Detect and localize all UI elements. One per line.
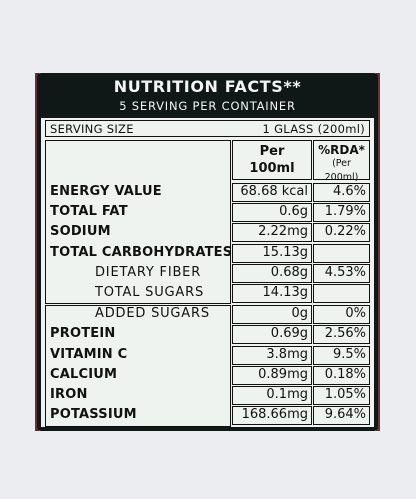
table-row: SODIUM 2.22mg 0.22% (45, 223, 370, 243)
nutrient-name: POTASSIUM (50, 407, 137, 422)
per-100ml-header: Per 100ml (232, 140, 312, 180)
nutrient-value: 14.13g (232, 284, 312, 303)
nutrient-rda: 9.5% (313, 346, 370, 365)
nutrient-name: ENERGY VALUE (50, 184, 162, 199)
nutrient-value: 0g (232, 305, 312, 324)
nutrient-value: 168.66mg (232, 406, 312, 425)
nutrient-value: 68.68 kcal (232, 183, 312, 202)
nutrient-rda: 1.05% (313, 386, 370, 405)
serving-size-label: SERVING SIZE (50, 121, 134, 136)
nutrient-rda: 0% (313, 305, 370, 324)
rda-header-line2: (Per 200ml) (324, 158, 359, 183)
table-row: VITAMIN C 3.8mg 9.5% (45, 346, 370, 366)
table-row: TOTAL FAT 0.6g 1.79% (45, 203, 370, 223)
nutrient-value: 0.68g (232, 264, 312, 283)
nutrient-value: 3.8mg (232, 346, 312, 365)
nutrient-rda: 0.22% (313, 223, 370, 242)
nutrient-value: 15.13g (232, 244, 312, 263)
nutrient-names-box-top (45, 140, 231, 304)
nutrient-rda: 2.56% (313, 325, 370, 344)
nutrition-label: NUTRITION FACTS** 5 SERVING PER CONTAINE… (37, 73, 378, 431)
serving-size-value: 1 GLASS (200ml) (262, 121, 365, 136)
table-row: ADDED SUGARS 0g 0% (45, 305, 370, 325)
table-row: CALCIUM 0.89mg 0.18% (45, 366, 370, 386)
label-title: NUTRITION FACTS** (113, 77, 302, 96)
table-row: TOTAL SUGARS 14.13g (45, 284, 370, 304)
per-header-line2: 100ml (249, 161, 295, 176)
nutrient-name: IRON (50, 387, 88, 402)
nutrient-rda: 1.79% (313, 203, 370, 222)
nutrient-value: 0.69g (232, 325, 312, 344)
label-header: NUTRITION FACTS** 5 SERVING PER CONTAINE… (37, 77, 378, 113)
nutrient-name: PROTEIN (50, 326, 116, 341)
nutrient-name: SODIUM (50, 224, 111, 239)
nutrient-rda: 4.53% (313, 264, 370, 283)
nutrient-name: DIETARY FIBER (95, 265, 202, 280)
nutrient-name: CALCIUM (50, 367, 118, 382)
label-subtitle: 5 SERVING PER CONTAINER (119, 99, 296, 113)
table-row: TOTAL CARBOHYDRATES 15.13g (45, 244, 370, 264)
nutrient-name: TOTAL CARBOHYDRATES (50, 245, 233, 260)
rda-header-line1: %RDA* (318, 143, 365, 157)
nutrient-rda: 0.18% (313, 366, 370, 385)
nutrient-value: 0.1mg (232, 386, 312, 405)
table-row: IRON 0.1mg 1.05% (45, 386, 370, 406)
nutrient-rda (313, 284, 370, 303)
nutrition-table-panel: SERVING SIZE 1 GLASS (200ml) Per 100ml %… (41, 118, 374, 427)
table-row: PROTEIN 0.69g 2.56% (45, 325, 370, 345)
per-header-line1: Per (259, 144, 285, 159)
nutrient-value: 2.22mg (232, 223, 312, 242)
table-row: ENERGY VALUE 68.68 kcal 4.6% (45, 183, 370, 203)
nutrient-value: 0.6g (232, 203, 312, 222)
rda-header: %RDA* (Per 200ml) (313, 140, 370, 183)
table-row: POTASSIUM 168.66mg 9.64% (45, 406, 370, 426)
nutrient-name: TOTAL FAT (50, 204, 128, 219)
nutrient-name: VITAMIN C (50, 347, 128, 362)
nutrient-value: 0.89mg (232, 366, 312, 385)
nutrient-name: TOTAL SUGARS (95, 285, 204, 300)
bottle-edge-right (376, 73, 380, 431)
nutrient-name: ADDED SUGARS (95, 306, 210, 321)
table-row: DIETARY FIBER 0.68g 4.53% (45, 264, 370, 284)
nutrient-rda (313, 244, 370, 263)
nutrient-rda: 9.64% (313, 406, 370, 425)
serving-size-row: SERVING SIZE 1 GLASS (200ml) (45, 120, 370, 137)
nutrient-names-box-bottom (45, 305, 231, 427)
nutrient-rda: 4.6% (313, 183, 370, 202)
